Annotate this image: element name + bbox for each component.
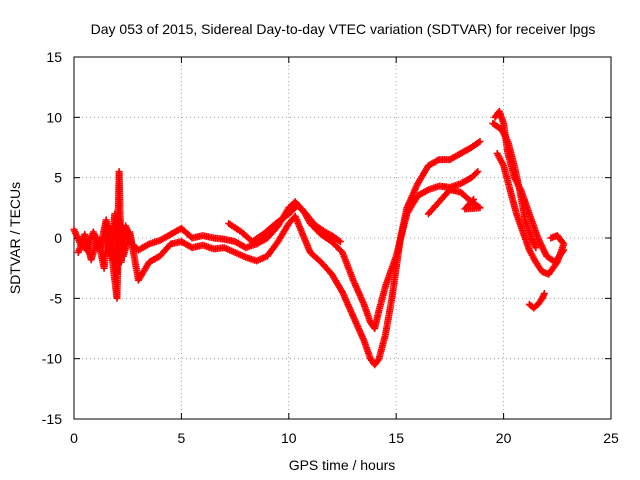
x-tick-label: 20 (496, 430, 512, 446)
series-track-h (525, 290, 548, 312)
x-axis-label: GPS time / hours (289, 457, 396, 473)
series-track-c (225, 201, 344, 246)
data-point-marker (547, 234, 555, 242)
y-tick-label: -10 (42, 351, 62, 367)
chart-title: Day 053 of 2015, Sidereal Day-to-day VTE… (91, 21, 596, 37)
y-tick-label: -15 (42, 411, 62, 427)
data-point-marker (335, 237, 343, 245)
data-point-marker (475, 139, 482, 146)
y-tick-label: 5 (54, 170, 62, 186)
x-tick-label: 10 (281, 430, 297, 446)
data-point-marker (423, 187, 431, 195)
axis-ticks: 0 5 10 15 20 25 -15 -10 -5 0 5 10 15 (42, 49, 619, 446)
data-point-marker (540, 290, 548, 297)
grid-lines (74, 57, 611, 419)
data-point-marker (474, 168, 482, 176)
data-point-marker (336, 238, 344, 246)
series-track-b (74, 138, 484, 369)
data-point-marker (532, 244, 540, 252)
x-tick-label: 5 (178, 430, 186, 446)
y-tick-label: 0 (54, 230, 62, 246)
series-track-g (489, 119, 540, 252)
data-point-marker (473, 169, 480, 177)
y-tick-label: 15 (46, 49, 62, 65)
data-point-marker (476, 138, 484, 145)
x-tick-label: 15 (388, 430, 404, 446)
data-points (70, 107, 568, 369)
y-axis-label: SDTVAR / TECUs (7, 182, 23, 294)
x-tick-label: 25 (603, 430, 619, 446)
y-tick-label: 10 (46, 109, 62, 125)
data-point-marker (470, 195, 477, 203)
data-point-marker (468, 197, 476, 205)
y-tick-label: -5 (50, 290, 63, 306)
series-track-d (424, 186, 484, 218)
x-tick-label: 0 (70, 430, 78, 446)
series-track-f (493, 150, 568, 278)
